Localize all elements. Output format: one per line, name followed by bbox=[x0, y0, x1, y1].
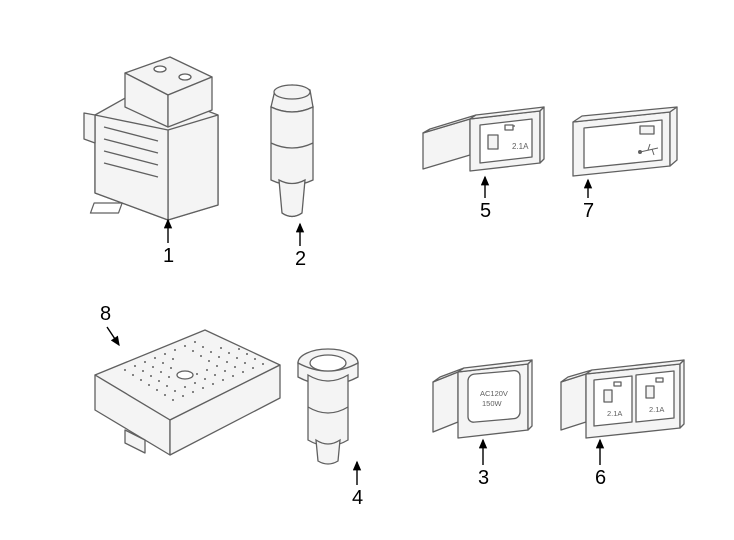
aux-power-socket bbox=[290, 345, 375, 470]
part5-rating-text: 2.1A bbox=[512, 142, 529, 151]
dual-usb-charge-port: 2.1A 2.1A bbox=[558, 362, 688, 444]
callout-label-5: 5 bbox=[480, 200, 491, 223]
part3-line2: 150W bbox=[482, 399, 503, 408]
usb-charge-port-21a: 2.1A bbox=[420, 105, 545, 180]
callout-label-4: 4 bbox=[352, 487, 363, 510]
callout-label-2: 2 bbox=[295, 248, 306, 271]
seat-switch-module bbox=[90, 55, 225, 220]
callout-label-6: 6 bbox=[595, 467, 606, 490]
wireless-charge-pad bbox=[85, 320, 285, 470]
ac-inverter-outlet: AC120V 150W bbox=[430, 360, 535, 445]
part6-rating-b: 2.1A bbox=[649, 405, 664, 414]
power-outlet-lighter bbox=[255, 85, 330, 225]
parts-diagram: 2.1A bbox=[0, 0, 734, 540]
callout-label-7: 7 bbox=[583, 200, 594, 223]
part6-rating-a: 2.1A bbox=[607, 409, 622, 418]
callout-label-8: 8 bbox=[100, 303, 111, 326]
callout-label-1: 1 bbox=[163, 245, 174, 268]
media-hub-usb bbox=[570, 108, 680, 180]
callout-label-3: 3 bbox=[478, 467, 489, 490]
part3-line1: AC120V bbox=[480, 389, 508, 398]
